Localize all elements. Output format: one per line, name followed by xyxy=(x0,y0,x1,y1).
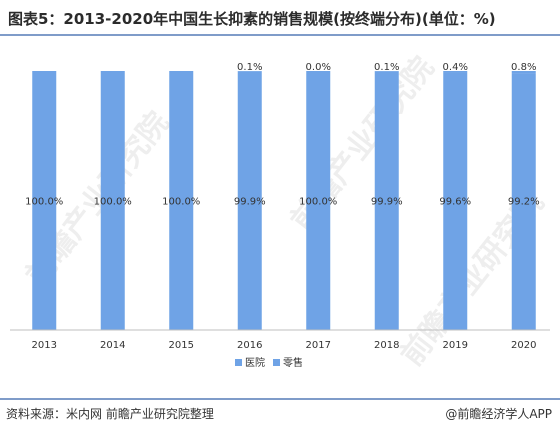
x-tick-2017: 2017 xyxy=(306,340,331,351)
labels-layer: 100.0% 100.0% 100.0% 99.9% 0.1% 100.0% 0.0% 99.… xyxy=(25,62,539,208)
x-tick-labels: 2013 2014 2015 2016 2017 2018 2019 2020 xyxy=(32,340,537,351)
bar-hospital-2015 xyxy=(169,71,194,330)
bar-hospital-2018 xyxy=(374,71,399,330)
label-retail-2017: 0.0% xyxy=(306,62,331,73)
brand-credit: @前瞻经济学人APP xyxy=(445,407,552,421)
label-retail-2018: 0.1% xyxy=(374,62,399,73)
bar-hospital-2020 xyxy=(511,73,536,331)
legend: 医院 零售 xyxy=(235,356,303,369)
x-tick-2018: 2018 xyxy=(374,340,399,351)
bars-layer xyxy=(32,71,536,331)
label-hospital-2014: 100.0% xyxy=(94,197,132,208)
label-hospital-2016: 99.9% xyxy=(234,197,266,208)
bar-hospital-2017 xyxy=(306,71,331,330)
label-retail-2019: 0.4% xyxy=(443,62,468,73)
source-note: 资料来源：米内网 前瞻产业研究院整理 xyxy=(6,407,214,421)
x-tick-2016: 2016 xyxy=(237,340,262,351)
x-tick-2015: 2015 xyxy=(169,340,194,351)
bar-hospital-2013 xyxy=(32,71,57,330)
footer-divider xyxy=(0,398,560,400)
legend-swatch-hospital xyxy=(235,359,242,366)
label-hospital-2020: 99.2% xyxy=(508,197,540,208)
label-hospital-2018: 99.9% xyxy=(371,197,403,208)
x-tick-2013: 2013 xyxy=(32,340,57,351)
bar-hospital-2019 xyxy=(443,72,468,330)
x-tick-2019: 2019 xyxy=(443,340,468,351)
bar-hospital-2014 xyxy=(100,71,125,330)
label-hospital-2013: 100.0% xyxy=(25,197,63,208)
x-tick-2020: 2020 xyxy=(511,340,536,351)
bar-retail-2020 xyxy=(511,71,536,74)
title-divider xyxy=(0,34,560,36)
label-retail-2020: 0.8% xyxy=(511,62,536,73)
label-hospital-2015: 100.0% xyxy=(162,197,200,208)
x-tick-2014: 2014 xyxy=(100,340,125,351)
label-retail-2016: 0.1% xyxy=(237,62,262,73)
legend-label-retail: 零售 xyxy=(283,356,303,369)
legend-swatch-retail xyxy=(273,359,280,366)
bar-retail-2019 xyxy=(443,71,468,73)
chart-title: 图表5：2013-2020年中国生长抑素的销售规模(按终端分布)(单位：%) xyxy=(8,10,496,28)
label-hospital-2019: 99.6% xyxy=(439,197,471,208)
bar-hospital-2016 xyxy=(237,71,262,330)
stacked-bar-chart: 100.0% 100.0% 100.0% 99.9% 0.1% 100.0% 0.0% 99.… xyxy=(10,62,550,369)
legend-label-hospital: 医院 xyxy=(245,356,265,369)
label-hospital-2017: 100.0% xyxy=(299,197,337,208)
